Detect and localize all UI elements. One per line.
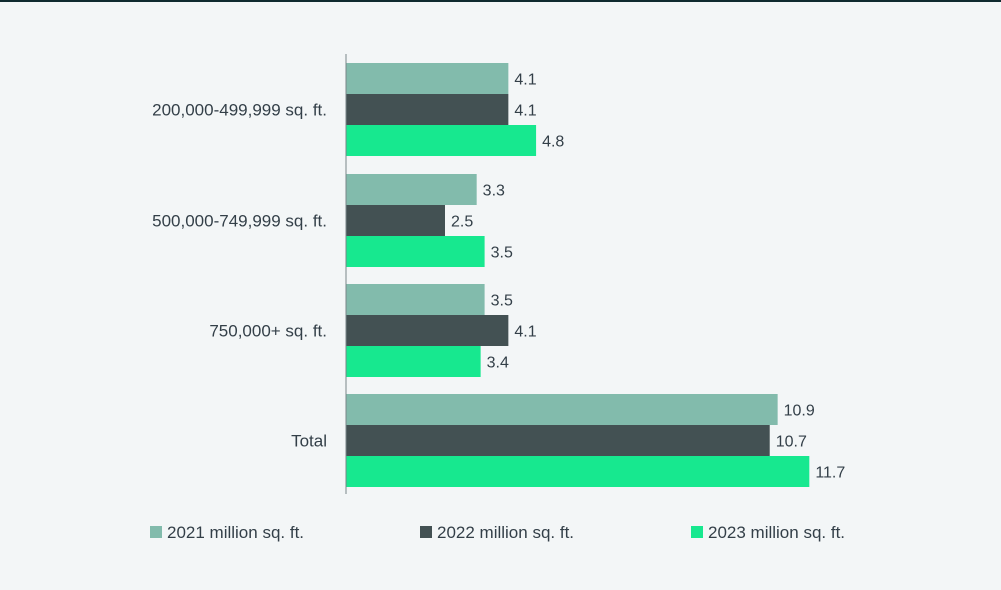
data-label: 4.1 — [514, 72, 536, 89]
legend-label: 2023 million sq. ft. — [708, 523, 845, 542]
legend-swatch — [420, 526, 432, 538]
bar — [346, 346, 481, 377]
bar — [346, 456, 810, 487]
bar — [346, 394, 778, 425]
bar — [346, 94, 509, 125]
legend-swatch — [691, 526, 703, 538]
bar — [346, 205, 445, 236]
data-label: 4.1 — [514, 103, 536, 120]
data-label: 3.3 — [483, 183, 505, 200]
data-label: 10.7 — [776, 434, 807, 451]
bar — [346, 125, 537, 156]
bar — [346, 63, 509, 94]
data-label: 10.9 — [784, 403, 815, 420]
data-label: 4.1 — [514, 324, 536, 341]
bar — [346, 236, 485, 267]
bar — [346, 284, 485, 315]
category-label: Total — [291, 432, 327, 451]
legend-label: 2021 million sq. ft. — [167, 523, 304, 542]
data-label: 3.5 — [491, 245, 513, 262]
legend-swatch — [150, 526, 162, 538]
data-label: 2.5 — [451, 214, 473, 231]
legend-label: 2022 million sq. ft. — [437, 523, 574, 542]
bar — [346, 315, 509, 346]
category-label: 200,000-499,999 sq. ft. — [152, 101, 327, 120]
category-label: 500,000-749,999 sq. ft. — [152, 212, 327, 231]
top-border — [0, 0, 1001, 2]
data-label: 11.7 — [815, 465, 845, 482]
data-label: 4.8 — [542, 134, 564, 151]
data-label: 3.5 — [491, 293, 513, 310]
bar — [346, 174, 477, 205]
bar — [346, 425, 770, 456]
data-label: 3.4 — [487, 355, 509, 372]
category-label: 750,000+ sq. ft. — [209, 322, 327, 341]
